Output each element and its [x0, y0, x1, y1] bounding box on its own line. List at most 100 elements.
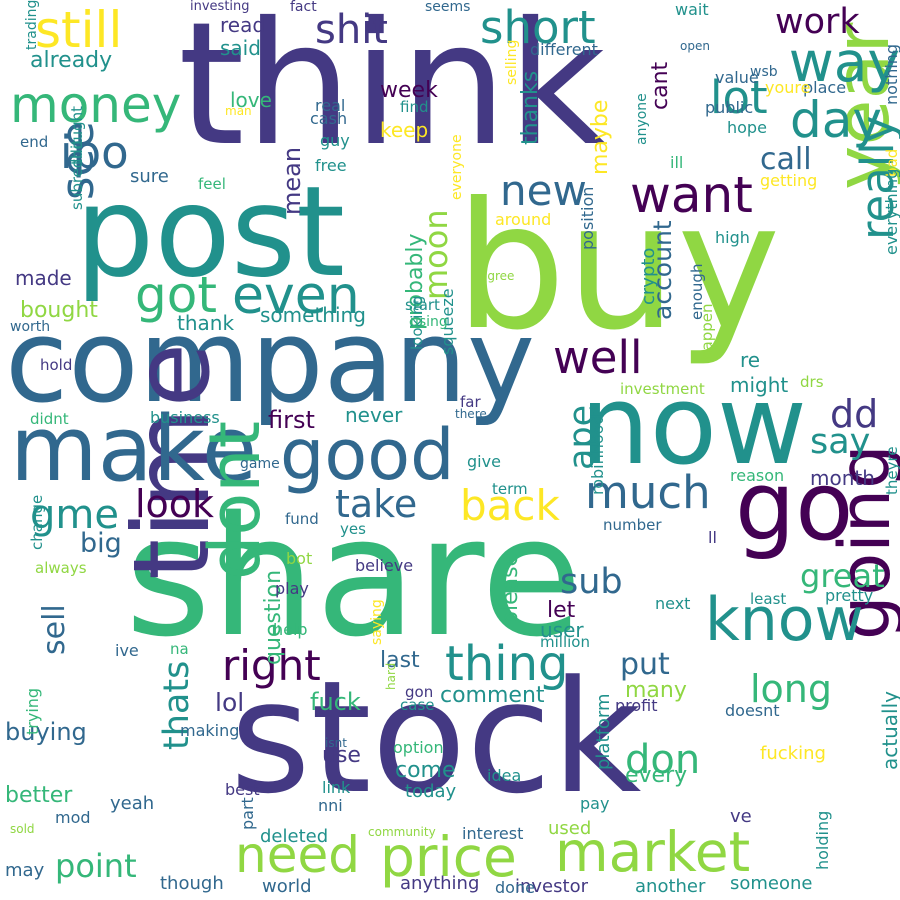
word-feel: feel: [198, 175, 226, 193]
word-buying: buying: [5, 718, 87, 746]
word-getting: getting: [760, 171, 818, 190]
word-high: high: [715, 228, 750, 247]
word-robinhood: robinhood: [588, 414, 607, 495]
word-business: business: [150, 408, 220, 427]
word-profit: profit: [615, 696, 658, 715]
word-case: case: [400, 696, 435, 714]
word-everything: everything: [882, 168, 900, 255]
word-number: number: [603, 516, 662, 534]
word-deleted: deleted: [260, 826, 329, 847]
word-gon: gon: [405, 683, 434, 701]
word-month: month: [810, 466, 875, 490]
word-doesnt: doesnt: [725, 701, 780, 720]
word-week: week: [380, 78, 438, 103]
word-around: around: [495, 210, 552, 229]
word-public: public: [705, 98, 754, 117]
word-mod: mod: [55, 808, 91, 827]
word-yeah: yeah: [110, 793, 155, 814]
word-dd: dd: [830, 392, 879, 436]
word-part: part: [238, 797, 257, 830]
word-help: help: [273, 620, 308, 639]
word-isnt: isnt: [325, 736, 347, 750]
word-maybe: maybe: [588, 99, 613, 175]
word-platform: platform: [593, 693, 614, 770]
word-post: post: [75, 160, 345, 305]
word-cant: cant: [648, 61, 673, 110]
word-pretty: pretty: [825, 586, 874, 605]
word-worth: worth: [10, 319, 51, 335]
word-hold: hold: [40, 356, 73, 374]
word-investor: investor: [515, 876, 588, 897]
word-agree: agree: [480, 269, 515, 283]
word-something: something: [260, 303, 366, 327]
word-go: go: [735, 452, 854, 562]
word-made: made: [15, 266, 72, 290]
word-wait: wait: [675, 0, 709, 19]
word-first: first: [268, 406, 315, 434]
word-bought: bought: [20, 298, 98, 323]
word-best: best: [225, 780, 260, 799]
word-reason: reason: [730, 466, 785, 485]
word-give: give: [467, 452, 501, 471]
word-far: far: [460, 393, 481, 411]
word-stock: stock: [230, 647, 642, 828]
word-world: world: [262, 876, 312, 897]
word-don: don: [625, 737, 701, 783]
word-anything: anything: [400, 873, 480, 894]
word-keep: keep: [380, 118, 429, 142]
word-investing: investing: [190, 0, 250, 14]
word-now: now: [580, 361, 807, 489]
word-youre: youre: [765, 78, 811, 97]
word-nothing: nothing: [882, 43, 900, 105]
word-anyone: anyone: [634, 93, 650, 145]
word-end: end: [20, 133, 49, 151]
word-company: company: [5, 295, 536, 429]
word-last: last: [380, 648, 420, 673]
word-nni: nni: [318, 796, 343, 815]
word-bot: bot: [286, 549, 313, 568]
word-fuck: fuck: [310, 688, 361, 716]
word-money: money: [10, 76, 182, 134]
word-though: though: [160, 873, 224, 894]
word-buy: buy: [455, 166, 781, 369]
word-well: well: [553, 331, 643, 384]
word-sold: sold: [10, 822, 35, 836]
word-point: point: [55, 847, 137, 885]
word-game: game: [240, 456, 280, 472]
word-ive: ive: [115, 641, 139, 660]
word-might: might: [730, 373, 789, 397]
word-still: still: [35, 1, 123, 59]
word-seems: seems: [425, 0, 471, 15]
word-thanks: thanks: [518, 70, 543, 145]
word-place: place: [803, 78, 847, 97]
word-used: used: [548, 818, 592, 839]
word-ipo: ipo: [60, 126, 129, 179]
word-need: need: [235, 826, 360, 884]
word-thing: thing: [445, 636, 569, 692]
word-better: better: [5, 783, 73, 808]
word-free: free: [315, 156, 347, 175]
word-re: re: [740, 348, 761, 372]
word-make: make: [10, 397, 258, 502]
word-wsb: wsb: [750, 64, 778, 80]
word-there: there: [455, 407, 487, 421]
word-sure: sure: [130, 166, 169, 187]
word-guy: guy: [320, 131, 350, 150]
word-idea: idea: [487, 766, 522, 785]
word-fund: fund: [285, 510, 319, 528]
word-big: big: [80, 528, 122, 559]
word-ve: ve: [730, 806, 752, 827]
word-new: new: [500, 166, 587, 215]
word-someone: someone: [730, 873, 813, 894]
word-find: find: [400, 98, 429, 116]
word-let: let: [547, 598, 576, 623]
word-may: may: [5, 860, 45, 881]
word-many: many: [625, 678, 687, 703]
word-right: right: [222, 641, 321, 690]
word-want: want: [630, 166, 753, 224]
word-today: today: [405, 781, 457, 802]
word-ll: ll: [708, 528, 717, 547]
word-interest: interest: [462, 824, 524, 843]
word-lol: lol: [215, 688, 245, 717]
word-market: market: [555, 820, 751, 884]
